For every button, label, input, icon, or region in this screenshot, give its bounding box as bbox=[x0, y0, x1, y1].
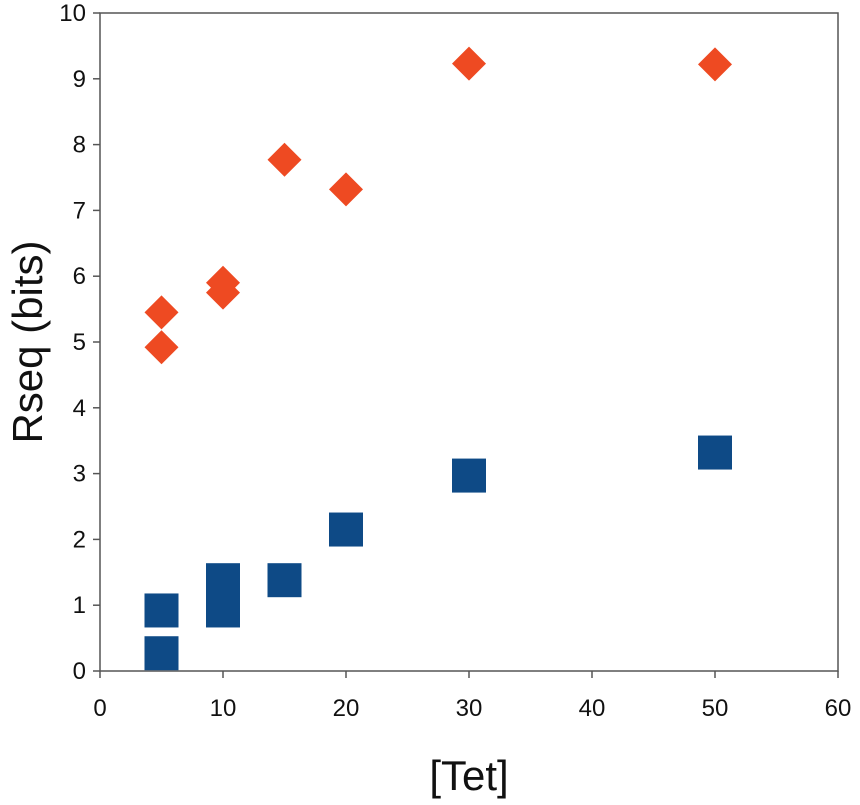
y-tick-label: 8 bbox=[73, 132, 86, 159]
diamond-point bbox=[144, 295, 179, 330]
y-tick-label: 4 bbox=[73, 395, 86, 422]
y-tick-label: 7 bbox=[73, 197, 86, 224]
diamond-point bbox=[267, 142, 302, 177]
y-tick-label: 5 bbox=[73, 329, 86, 356]
square-point bbox=[452, 458, 486, 493]
y-axis-title: Rseq (bits) bbox=[4, 240, 51, 443]
x-axis-title: [Tet] bbox=[429, 752, 508, 799]
data-points bbox=[144, 46, 732, 671]
square-point bbox=[206, 563, 240, 598]
y-tick-label: 6 bbox=[73, 263, 86, 290]
diamond-point bbox=[452, 46, 486, 81]
x-tick-label: 50 bbox=[702, 695, 729, 722]
x-tick-label: 10 bbox=[210, 695, 237, 722]
axis-labels: [Tet] Rseq (bits) 0 1 2 3 4 5 6 7 8 9 10 0 10 20 30 40 5… bbox=[4, 0, 851, 799]
x-tick-label: 60 bbox=[825, 695, 852, 722]
square-point bbox=[329, 512, 363, 547]
y-tick-label: 0 bbox=[73, 658, 86, 685]
y-tick-label: 3 bbox=[73, 461, 86, 488]
diamond-point bbox=[206, 265, 240, 300]
square-point bbox=[144, 636, 179, 671]
x-tick-label: 20 bbox=[333, 695, 360, 722]
axes bbox=[93, 12, 839, 678]
square-point bbox=[144, 593, 179, 628]
x-tick-label: 0 bbox=[93, 695, 106, 722]
diamond-point bbox=[698, 47, 732, 82]
x-tick-label: 30 bbox=[456, 695, 483, 722]
x-tick-label: 40 bbox=[579, 695, 606, 722]
square-point bbox=[206, 593, 240, 628]
y-tick-label: 1 bbox=[73, 592, 86, 619]
y-tick-label: 10 bbox=[59, 0, 86, 27]
square-point bbox=[267, 563, 302, 598]
diamond-point bbox=[144, 330, 179, 365]
diamond-point bbox=[329, 172, 363, 207]
y-tick-label: 2 bbox=[73, 526, 86, 553]
square-point bbox=[698, 435, 732, 470]
y-tick-label: 9 bbox=[73, 66, 86, 93]
